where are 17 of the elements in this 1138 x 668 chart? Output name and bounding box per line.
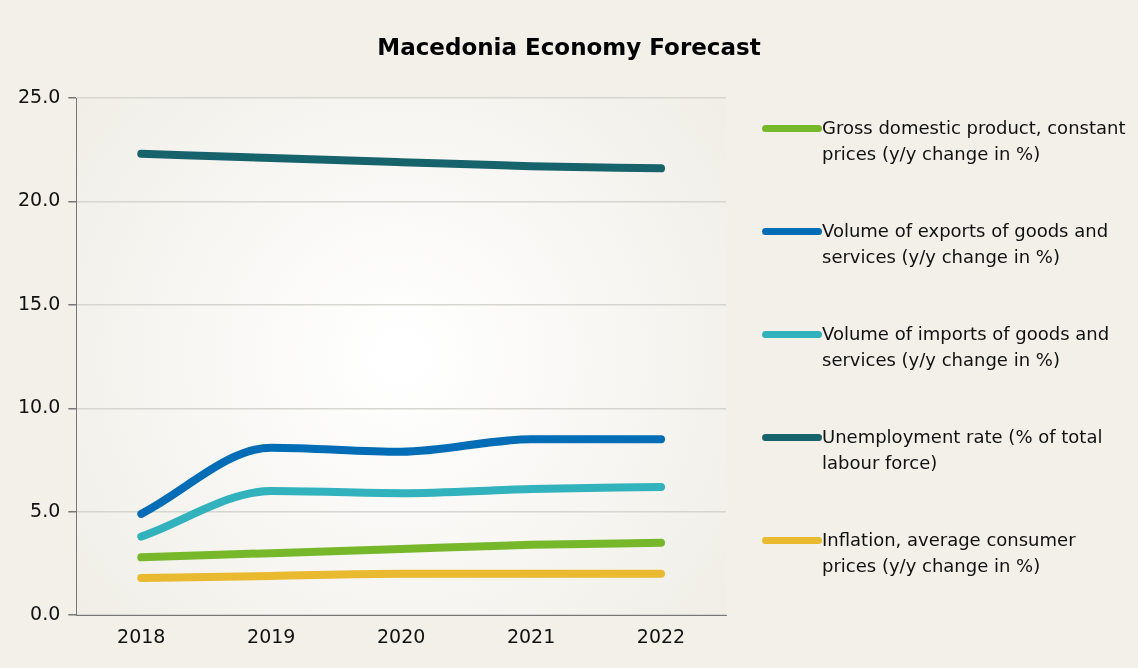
x-tick-label: 2022 xyxy=(636,624,686,647)
legend-label: Inflation, average consumer prices (y/y change in %) xyxy=(822,528,1077,578)
legend-label: Gross domestic product, constant prices (y/y change in %) xyxy=(822,116,1127,166)
y-tick-label: 15.0 xyxy=(17,291,61,314)
x-tick-label: 2021 xyxy=(506,624,556,647)
x-tick-label: 2019 xyxy=(247,624,296,647)
y-tick-label: 10.0 xyxy=(17,395,61,418)
y-tick-label: 20.0 xyxy=(17,188,61,211)
y-tick-label: 0.0 xyxy=(30,602,61,625)
legend-label: Volume of exports of goods and services (y/y change in %) xyxy=(822,219,1110,269)
y-tick-label: 25.0 xyxy=(17,84,61,107)
chart-title: Macedonia Economy Forecast xyxy=(376,34,762,60)
y-tick-label: 5.0 xyxy=(30,498,61,521)
x-tick-label: 2018 xyxy=(117,624,166,647)
legend-label: Unemployment rate (% of total labour force) xyxy=(822,425,1104,475)
legend-label: Volume of imports of goods and services (y/y change in %) xyxy=(822,322,1111,372)
x-tick-label: 2020 xyxy=(376,624,426,647)
